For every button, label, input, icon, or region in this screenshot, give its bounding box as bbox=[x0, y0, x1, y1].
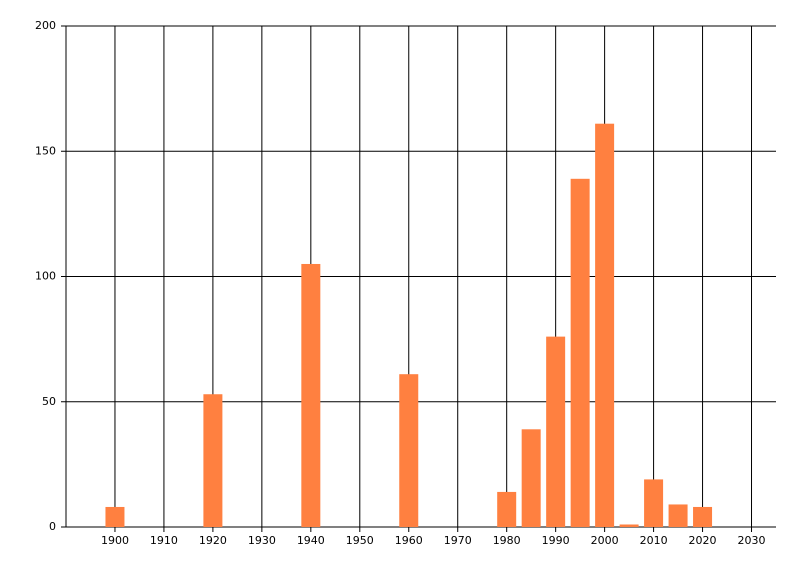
x-tick-label: 2020 bbox=[689, 534, 717, 547]
bar bbox=[693, 506, 713, 527]
x-tick-label: 2000 bbox=[591, 534, 619, 547]
x-tick-label: 2030 bbox=[738, 534, 766, 547]
bar bbox=[521, 429, 541, 527]
bar bbox=[644, 479, 664, 527]
x-tick-label: 1960 bbox=[395, 534, 423, 547]
x-tick-label: 1970 bbox=[444, 534, 472, 547]
x-tick-label: 1980 bbox=[493, 534, 521, 547]
bar bbox=[203, 394, 223, 527]
bar bbox=[301, 263, 321, 527]
x-tick-label: 1900 bbox=[101, 534, 129, 547]
x-tick-label: 1920 bbox=[199, 534, 227, 547]
x-tick-label: 1930 bbox=[248, 534, 276, 547]
bar bbox=[570, 178, 590, 527]
bar bbox=[546, 336, 566, 527]
bar bbox=[105, 506, 125, 527]
x-tick-label: 2010 bbox=[640, 534, 668, 547]
bar bbox=[668, 504, 688, 527]
y-tick-label: 0 bbox=[49, 520, 56, 533]
bar bbox=[619, 524, 639, 527]
x-tick-label: 1990 bbox=[542, 534, 570, 547]
bar bbox=[399, 374, 419, 527]
y-tick-label: 100 bbox=[35, 270, 56, 283]
y-tick-label: 50 bbox=[42, 395, 56, 408]
x-tick-label: 1950 bbox=[346, 534, 374, 547]
x-tick-label: 1940 bbox=[297, 534, 325, 547]
x-tick-label: 1910 bbox=[150, 534, 178, 547]
y-tick-label: 150 bbox=[35, 144, 56, 157]
y-tick-label: 200 bbox=[35, 19, 56, 32]
bar bbox=[497, 491, 517, 527]
bar bbox=[595, 123, 615, 527]
